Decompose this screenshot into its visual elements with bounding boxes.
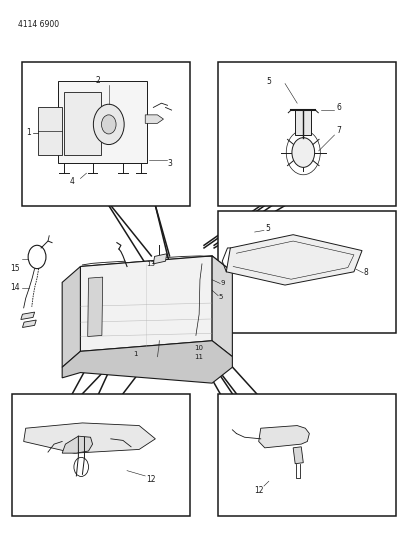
Polygon shape xyxy=(62,341,233,383)
Text: 4114 6900: 4114 6900 xyxy=(18,20,59,29)
Polygon shape xyxy=(226,235,362,285)
Text: 7: 7 xyxy=(336,126,341,135)
Polygon shape xyxy=(21,312,35,319)
Text: 8: 8 xyxy=(364,268,368,277)
Polygon shape xyxy=(62,436,93,453)
Text: 5: 5 xyxy=(266,224,271,233)
Bar xyxy=(58,81,147,163)
Text: 4: 4 xyxy=(70,177,75,186)
Bar xyxy=(218,62,397,206)
Text: 5: 5 xyxy=(266,77,271,86)
Polygon shape xyxy=(153,254,167,264)
Text: 13: 13 xyxy=(146,261,155,268)
Text: 15: 15 xyxy=(10,264,20,272)
Polygon shape xyxy=(88,277,103,336)
Polygon shape xyxy=(80,256,212,351)
Circle shape xyxy=(102,115,116,134)
Polygon shape xyxy=(259,425,309,448)
Polygon shape xyxy=(293,447,303,464)
Polygon shape xyxy=(212,256,233,357)
Bar xyxy=(64,92,101,155)
Bar xyxy=(22,62,190,206)
Bar xyxy=(11,394,190,516)
Text: 1: 1 xyxy=(27,128,31,138)
Polygon shape xyxy=(62,266,80,367)
Text: 1: 1 xyxy=(133,351,137,357)
Bar xyxy=(218,394,397,516)
Polygon shape xyxy=(80,256,233,282)
Circle shape xyxy=(93,104,124,144)
Bar xyxy=(218,211,397,333)
Text: 3: 3 xyxy=(167,159,172,168)
Polygon shape xyxy=(22,320,36,327)
Text: 11: 11 xyxy=(194,353,203,360)
Bar xyxy=(38,108,62,155)
Text: 6: 6 xyxy=(336,103,341,112)
Text: 5: 5 xyxy=(218,294,222,300)
Text: 12: 12 xyxy=(146,475,156,484)
Polygon shape xyxy=(24,423,155,453)
Bar xyxy=(295,110,311,135)
Text: 14: 14 xyxy=(10,283,20,292)
Text: 10: 10 xyxy=(194,345,203,351)
Text: 9: 9 xyxy=(220,280,225,286)
Polygon shape xyxy=(145,115,164,123)
Circle shape xyxy=(292,138,315,167)
Text: 12: 12 xyxy=(254,486,264,495)
Text: 2: 2 xyxy=(95,76,100,85)
